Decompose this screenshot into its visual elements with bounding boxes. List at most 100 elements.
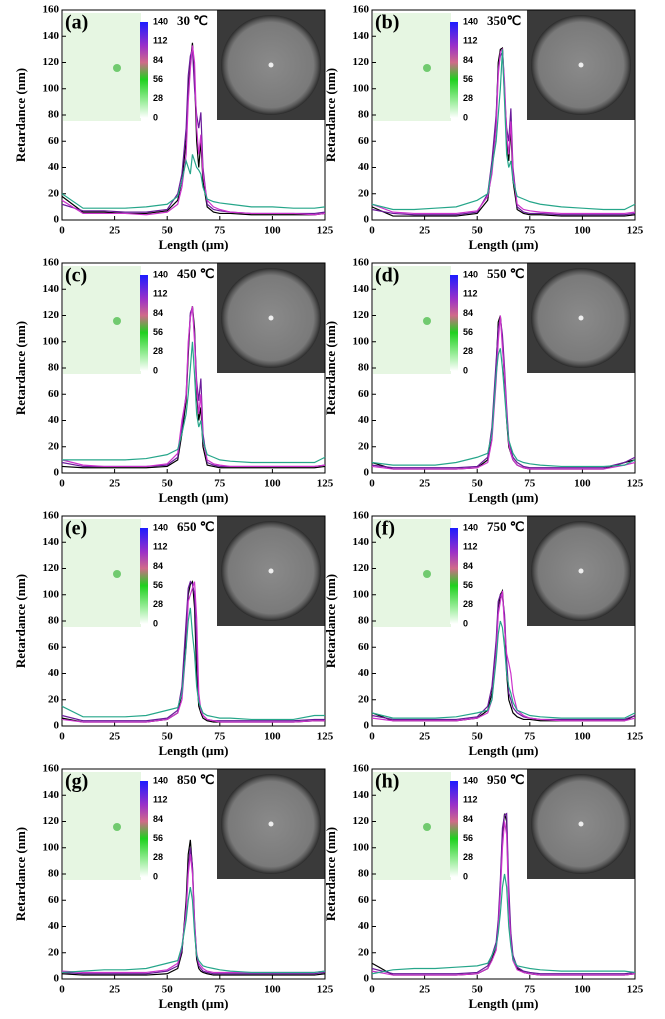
temperature-label: 550 ℃ [487, 266, 524, 281]
x-tick-label: 75 [524, 984, 536, 996]
y-tick-label: 100 [353, 588, 370, 600]
x-tick-label: 25 [109, 984, 121, 996]
colorbar-tick-label: 56 [463, 327, 473, 337]
retardance-map [63, 519, 141, 627]
y-tick-label: 160 [353, 257, 370, 269]
y-tick-label: 20 [358, 693, 370, 705]
data-line [371, 49, 636, 211]
data-line [371, 821, 636, 976]
colorbar-tick-label: 112 [153, 542, 168, 552]
colorbar-tick-label: 140 [153, 522, 168, 532]
colorbar-tick-label: 28 [463, 346, 473, 356]
colorbar-tick-label: 112 [153, 795, 168, 805]
x-tick-label: 50 [162, 984, 174, 996]
temperature-label: 350℃ [487, 13, 521, 28]
colorbar [140, 528, 148, 624]
colorbar-tick-label: 84 [153, 561, 163, 571]
temperature-label: 850 ℃ [177, 772, 214, 787]
colorbar-tick-label: 112 [153, 36, 168, 46]
panel-label: (h) [375, 771, 399, 793]
panel-label: (e) [65, 518, 87, 540]
x-tick-label: 25 [109, 731, 121, 743]
colorbar-tick-label: 140 [463, 775, 478, 785]
x-tick-label: 25 [419, 478, 431, 490]
y-tick-label: 60 [48, 388, 60, 400]
y-tick-label: 140 [43, 30, 60, 42]
temperature-label: 650 ℃ [177, 519, 214, 534]
y-tick-label: 20 [48, 693, 60, 705]
data-line [371, 47, 636, 215]
colorbar-tick-label: 0 [463, 871, 468, 881]
x-tick-label: 100 [264, 225, 281, 237]
x-tick-label: 100 [574, 478, 591, 490]
colorbar [140, 275, 148, 371]
colorbar-tick-label: 84 [463, 814, 473, 824]
data-line [61, 306, 326, 468]
map-spot [423, 317, 431, 325]
y-tick-label: 120 [353, 309, 370, 321]
colorbar-tick-label: 112 [153, 289, 168, 299]
y-tick-label: 100 [353, 82, 370, 94]
y-tick-label: 140 [353, 30, 370, 42]
x-tick-label: 25 [109, 225, 121, 237]
y-tick-label: 80 [358, 868, 370, 880]
retardance-map [373, 772, 451, 880]
y-axis-label: Retardance (nm) [323, 321, 338, 415]
colorbar-tick-label: 28 [153, 599, 163, 609]
data-line [371, 315, 636, 470]
panel-label: (c) [65, 265, 87, 287]
data-line [371, 620, 636, 719]
y-tick-label: 60 [48, 135, 60, 147]
data-line [61, 607, 325, 721]
x-tick-label: 25 [109, 478, 121, 490]
panel-label: (d) [375, 265, 399, 287]
y-tick-label: 20 [358, 440, 370, 452]
y-tick-label: 80 [48, 109, 60, 121]
data-line [61, 581, 325, 723]
x-tick-label: 25 [419, 225, 431, 237]
colorbar-tick-label: 56 [153, 833, 163, 843]
fiber-core [578, 568, 584, 574]
y-tick-label: 120 [353, 562, 370, 574]
y-tick-label: 100 [43, 841, 60, 853]
y-tick-label: 160 [353, 4, 370, 16]
y-tick-label: 40 [48, 667, 60, 679]
y-tick-label: 140 [43, 283, 60, 295]
colorbar [140, 781, 148, 877]
panel-label: (b) [375, 12, 399, 34]
colorbar-tick-label: 0 [153, 112, 158, 122]
colorbar-tick-label: 140 [463, 16, 478, 26]
x-tick-label: 50 [472, 984, 484, 996]
data-line [371, 873, 636, 975]
x-tick-label: 50 [162, 225, 174, 237]
temperature-label: 950 ℃ [487, 772, 524, 787]
map-spot [423, 64, 431, 72]
retardance-map [63, 772, 141, 880]
x-axis-label: Length (µm) [469, 996, 539, 1011]
colorbar [450, 22, 458, 118]
colorbar-tick-label: 56 [463, 580, 473, 590]
colorbar-tick-label: 0 [463, 365, 468, 375]
y-tick-label: 60 [358, 135, 370, 147]
retardance-map [63, 266, 141, 374]
y-tick-label: 80 [48, 615, 60, 627]
map-spot [113, 64, 121, 72]
y-tick-label: 160 [353, 763, 370, 775]
y-tick-label: 40 [48, 414, 60, 426]
colorbar-tick-label: 28 [463, 93, 473, 103]
y-tick-label: 20 [48, 187, 60, 199]
map-spot [113, 823, 121, 831]
colorbar-tick-label: 0 [463, 112, 468, 122]
retardance-map [373, 266, 451, 374]
colorbar-tick-label: 28 [153, 93, 163, 103]
y-tick-label: 80 [48, 362, 60, 374]
data-line [371, 812, 636, 975]
colorbar-tick-label: 0 [153, 365, 158, 375]
y-tick-label: 120 [353, 56, 370, 68]
y-tick-label: 0 [54, 720, 60, 732]
y-tick-label: 80 [358, 109, 370, 121]
x-tick-label: 25 [419, 984, 431, 996]
data-line [62, 341, 326, 464]
y-tick-label: 60 [358, 641, 370, 653]
